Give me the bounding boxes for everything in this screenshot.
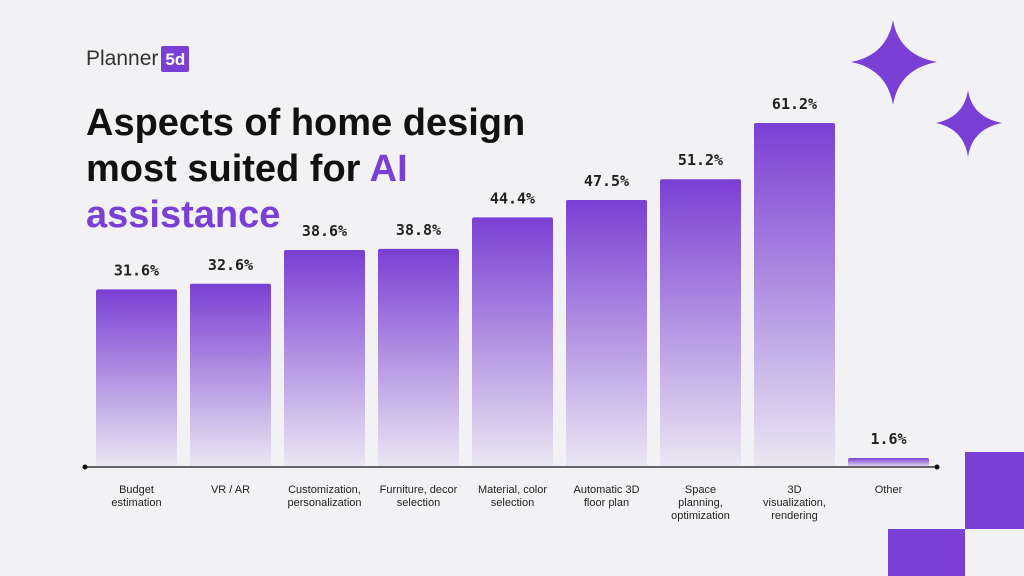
square-decoration — [888, 529, 965, 576]
x-tick-label: Automatic 3D floor plan — [573, 484, 640, 509]
data-label: 38.6% — [302, 222, 347, 240]
data-label: 61.2% — [772, 95, 817, 113]
x-tick-label: VR / AR — [210, 484, 251, 496]
bar — [848, 458, 929, 467]
x-tick-label: Budget estimation — [111, 484, 162, 509]
x-tick-label: Furniture, decor selection — [379, 484, 458, 509]
bar — [190, 283, 271, 467]
data-label: 31.6% — [114, 261, 159, 279]
bar — [754, 123, 835, 467]
title-highlight: AI assistance — [86, 148, 408, 236]
x-tick-label: Customization, personalization — [287, 484, 362, 509]
data-label: 1.6% — [870, 430, 906, 448]
logo: Planner 5d — [86, 46, 190, 72]
square-decoration — [965, 452, 1024, 529]
bar — [96, 289, 177, 467]
bar — [660, 179, 741, 467]
x-tick-label: Material, color selection — [477, 484, 548, 509]
title-text: Aspects of home design most suited for — [86, 102, 526, 190]
x-tick-label: Other — [874, 484, 903, 496]
star-decoration — [936, 90, 1002, 157]
data-label: 38.8% — [396, 221, 441, 239]
logo-mark: 5d — [161, 46, 190, 72]
star-decoration — [851, 20, 937, 105]
logo-text: Planner — [86, 47, 159, 70]
bar — [378, 248, 459, 467]
x-tick-label: Space planning, optimization — [671, 484, 730, 522]
bar — [566, 200, 647, 467]
data-label: 32.6% — [208, 256, 253, 274]
axis-end — [82, 464, 88, 470]
data-label: 51.2% — [678, 151, 723, 169]
bar — [284, 250, 365, 467]
x-tick-label: 3D visualization, rendering — [763, 484, 826, 522]
data-label: 44.4% — [490, 189, 535, 207]
axis-end — [934, 464, 940, 470]
bar — [472, 217, 553, 467]
data-label: 47.5% — [584, 172, 629, 190]
chart-title: Aspects of home design most suited for A… — [86, 100, 556, 238]
